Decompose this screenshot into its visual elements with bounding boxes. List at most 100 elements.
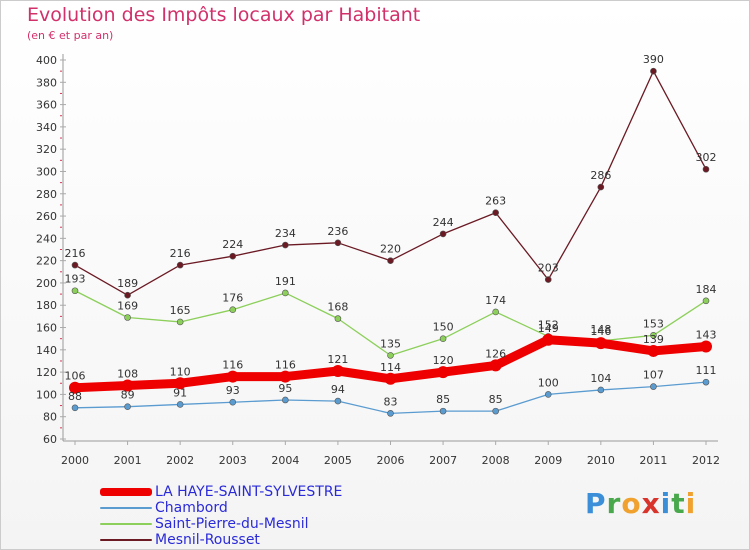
data-point bbox=[489, 359, 502, 372]
data-label: 108 bbox=[117, 367, 138, 380]
y-tick-label: 80 bbox=[43, 411, 57, 424]
data-label: 236 bbox=[327, 225, 348, 238]
data-point bbox=[176, 401, 184, 408]
y-tick-label: 180 bbox=[36, 299, 57, 312]
y-tick-label: 200 bbox=[36, 277, 57, 290]
logo-letter: P bbox=[585, 487, 607, 520]
y-tick-label: 340 bbox=[36, 121, 57, 134]
data-point bbox=[439, 230, 447, 238]
data-label: 111 bbox=[696, 364, 717, 377]
data-point bbox=[544, 276, 552, 283]
data-point bbox=[647, 344, 660, 357]
legend-swatch bbox=[100, 539, 152, 541]
data-label: 149 bbox=[538, 322, 559, 335]
data-point bbox=[439, 335, 447, 342]
data-label: 165 bbox=[170, 304, 191, 317]
y-tick-label: 400 bbox=[36, 54, 57, 67]
y-tick-label: 320 bbox=[36, 143, 57, 156]
data-label: 224 bbox=[222, 238, 243, 251]
data-point bbox=[387, 410, 394, 417]
data-point bbox=[597, 386, 605, 394]
data-label: 184 bbox=[696, 283, 717, 296]
data-point bbox=[124, 314, 131, 321]
x-tick-label: 2007 bbox=[429, 454, 457, 467]
data-point bbox=[437, 366, 450, 379]
legend-label: Chambord bbox=[155, 500, 228, 516]
data-point bbox=[702, 165, 710, 173]
data-label: 153 bbox=[643, 317, 664, 330]
data-label: 94 bbox=[331, 383, 345, 396]
data-label: 85 bbox=[489, 393, 503, 406]
logo-letter: x bbox=[641, 487, 661, 520]
data-label: 193 bbox=[65, 273, 86, 286]
data-label: 89 bbox=[121, 389, 135, 402]
data-point bbox=[387, 257, 394, 264]
data-point bbox=[650, 383, 657, 390]
x-tick-label: 2002 bbox=[166, 454, 194, 467]
x-tick-label: 2009 bbox=[534, 454, 562, 467]
data-label: 83 bbox=[384, 395, 398, 408]
data-label: 106 bbox=[65, 370, 86, 383]
data-point bbox=[124, 291, 131, 299]
data-point bbox=[229, 398, 237, 406]
data-point bbox=[279, 370, 292, 383]
x-tick-label: 2010 bbox=[587, 454, 615, 467]
data-point bbox=[71, 404, 79, 412]
y-tick-label: 140 bbox=[36, 344, 57, 357]
data-label: 302 bbox=[696, 151, 717, 164]
data-label: 143 bbox=[696, 328, 717, 341]
data-label: 203 bbox=[538, 262, 559, 275]
data-point bbox=[384, 372, 397, 385]
data-point bbox=[71, 261, 79, 269]
data-point bbox=[229, 252, 237, 260]
data-point bbox=[334, 397, 342, 405]
data-point bbox=[439, 407, 447, 415]
legend-label: Mesnil-Rousset bbox=[155, 532, 260, 548]
data-label: 93 bbox=[226, 384, 240, 397]
data-point bbox=[650, 332, 657, 339]
data-point bbox=[492, 407, 499, 415]
data-point bbox=[176, 261, 184, 269]
data-point bbox=[69, 381, 81, 394]
x-tick-label: 2005 bbox=[324, 454, 352, 467]
y-tick-label: 300 bbox=[36, 165, 57, 178]
x-tick-label: 2011 bbox=[639, 454, 667, 467]
data-point bbox=[331, 365, 344, 378]
data-label: 114 bbox=[380, 361, 401, 374]
data-point bbox=[334, 315, 342, 322]
data-point bbox=[702, 297, 710, 305]
y-tick-label: 60 bbox=[43, 433, 57, 446]
chart-title: Evolution des Impôts locaux par Habitant bbox=[27, 4, 421, 26]
data-point bbox=[542, 333, 555, 346]
data-label: 100 bbox=[538, 376, 559, 389]
data-label: 85 bbox=[436, 393, 450, 406]
x-tick-label: 2012 bbox=[692, 454, 720, 467]
y-tick-label: 380 bbox=[36, 76, 57, 89]
proxiti-logo: Proxiti bbox=[585, 487, 696, 520]
data-point bbox=[226, 370, 239, 383]
y-tick-label: 160 bbox=[36, 322, 57, 335]
logo-letter: r bbox=[606, 487, 622, 520]
data-point bbox=[174, 377, 187, 390]
data-point bbox=[124, 403, 131, 410]
legend-label: LA HAYE-SAINT-SYLVESTRE bbox=[155, 484, 343, 500]
y-tick-label: 220 bbox=[36, 255, 57, 268]
data-label: 286 bbox=[590, 169, 611, 182]
legend-label: Saint-Pierre-du-Mesnil bbox=[155, 516, 309, 532]
data-label: 174 bbox=[485, 294, 506, 307]
data-label: 126 bbox=[485, 347, 506, 360]
data-point bbox=[597, 183, 605, 191]
data-point bbox=[282, 396, 289, 404]
data-point bbox=[650, 67, 657, 75]
data-label: 107 bbox=[643, 369, 664, 382]
data-label: 121 bbox=[327, 353, 348, 366]
x-tick-label: 2006 bbox=[377, 454, 405, 467]
data-label: 176 bbox=[222, 292, 243, 305]
data-label: 150 bbox=[433, 321, 454, 334]
data-label: 88 bbox=[68, 390, 82, 403]
data-point bbox=[387, 352, 394, 359]
data-point bbox=[282, 241, 289, 249]
y-tick-label: 280 bbox=[36, 188, 57, 201]
y-tick-label: 100 bbox=[36, 388, 57, 401]
x-tick-label: 2008 bbox=[482, 454, 510, 467]
